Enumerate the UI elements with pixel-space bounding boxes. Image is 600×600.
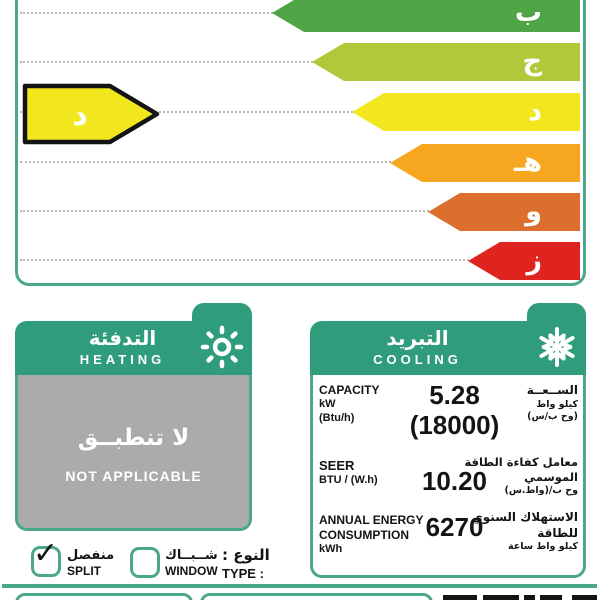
dotted-line-row-j: [20, 61, 313, 63]
scale-bar-letter: د: [528, 95, 542, 127]
heating-title: التدفئة HEATING: [15, 326, 230, 368]
seer-unit-ar: وح ب/(واط.س): [504, 484, 578, 496]
annual-value: 6270: [392, 512, 517, 543]
split-checkmark: ✓: [33, 536, 59, 571]
cooling-title: التبريد COOLING: [310, 326, 525, 368]
rating-indicator-shape: [22, 83, 160, 145]
dotted-line-row-z: [20, 259, 469, 261]
dotted-line-row-b: [20, 12, 273, 14]
seer-unit: BTU / (W.h): [319, 474, 378, 487]
annual-label-1: ANNUAL ENERGY: [319, 513, 424, 527]
scale-bar-letter: ج: [522, 45, 542, 77]
seer-label-english: SEER BTU / (W.h): [319, 458, 378, 488]
type-label: النوع : TYPE :: [222, 546, 270, 582]
split-option-label: منفصل SPLIT: [67, 548, 114, 578]
scale-bar-b: ب: [272, 0, 580, 32]
capacity-unit-btu: (Btu/h): [319, 411, 355, 424]
heating-title-arabic: التدفئة: [88, 326, 157, 350]
dotted-line-row-h: [20, 161, 391, 163]
scale-bar-j: ج: [312, 43, 580, 81]
bottom-box-middle: [200, 593, 433, 600]
capacity-value-kw: 5.28: [429, 380, 480, 410]
scale-bar-letter: و: [525, 195, 542, 227]
cooling-title-arabic: التبريد: [386, 326, 449, 350]
heating-not-applicable-english: NOT APPLICABLE: [65, 468, 202, 484]
bottom-logo-fragment: [443, 595, 477, 600]
type-label-arabic: النوع :: [222, 546, 270, 564]
cooling-body: [310, 375, 586, 578]
annual-label-ar1: الاستهلاك السنوي: [471, 510, 578, 524]
bottom-logo-fragment: [540, 595, 562, 600]
capacity-label-ar: الســعــة: [526, 383, 578, 397]
type-label-english: TYPE :: [222, 566, 264, 581]
seer-value-number: 10.20: [421, 466, 488, 496]
split-label-english: SPLIT: [67, 563, 102, 578]
seer-value: 10.20: [392, 466, 517, 497]
heating-body: [15, 375, 252, 531]
bottom-logo-fragment: [524, 595, 535, 600]
dotted-line-row-d: [20, 111, 353, 113]
split-checkbox[interactable]: [31, 546, 61, 577]
annual-unit-ar: كيلو واط ساعة: [507, 541, 578, 553]
window-label-english: WINDOW: [165, 563, 218, 578]
window-label-arabic: شــبــاك: [165, 548, 218, 563]
seer-label-arabic: معامل كفاءة الطاقة الموسمي وح ب/(واط.س): [425, 455, 578, 497]
sun-icon: [200, 325, 244, 369]
scale-bar-h: هـ: [390, 144, 580, 182]
bottom-logo-fragment: [483, 595, 519, 600]
scale-bar-d: د: [352, 93, 580, 131]
capacity-unit-ar2: (وح ب/س): [527, 410, 578, 422]
annual-label-2: CONSUMPTION: [319, 528, 409, 542]
section-divider-line: [2, 584, 597, 588]
split-label-arabic: منفصل: [67, 548, 115, 563]
scale-bar-w: و: [428, 193, 580, 231]
seer-label-ar: معامل كفاءة الطاقة الموسمي: [464, 455, 578, 484]
annual-label-ar2: للطاقة: [537, 525, 578, 540]
heating-not-applicable-arabic: لا تنطبــق: [77, 425, 190, 451]
window-checkbox[interactable]: [130, 547, 160, 578]
capacity-value: 5.28 (18000): [392, 380, 517, 441]
capacity-unit-ar1: كيلو واط: [536, 398, 578, 410]
annual-value-number: 6270: [425, 512, 484, 542]
capacity-unit-kw: kW: [319, 398, 336, 410]
scale-bar-letter: هـ: [514, 146, 542, 178]
scale-bar-letter: ب: [514, 0, 542, 28]
rating-letter: د: [72, 98, 87, 133]
cooling-header: [310, 321, 586, 375]
rating-indicator-arrow: د: [22, 83, 160, 145]
capacity-label-english: CAPACITY kW (Btu/h): [319, 383, 379, 426]
annual-unit: kWh: [319, 543, 343, 555]
snowflake-icon: [536, 327, 578, 367]
seer-label: SEER: [319, 458, 355, 473]
capacity-label: CAPACITY: [319, 383, 380, 397]
heating-header: [15, 321, 252, 375]
dotted-line-row-w: [20, 210, 429, 212]
capacity-label-arabic: الســعــة كيلو واط (وح ب/س): [455, 383, 578, 423]
window-option-label: شــبــاك WINDOW: [165, 548, 218, 578]
bottom-logo-fragment: [572, 595, 597, 600]
bottom-box-left: [15, 593, 193, 600]
cooling-title-english: COOLING: [373, 352, 462, 367]
scale-bar-letter: ز: [526, 244, 542, 276]
capacity-value-btu: (18000): [409, 409, 500, 440]
heating-title-english: HEATING: [79, 352, 166, 367]
annual-label-english: ANNUAL ENERGY CONSUMPTION kWh: [319, 513, 423, 557]
annual-label-arabic: الاستهلاك السنوي للطاقة كيلو واط ساعة: [440, 510, 578, 554]
